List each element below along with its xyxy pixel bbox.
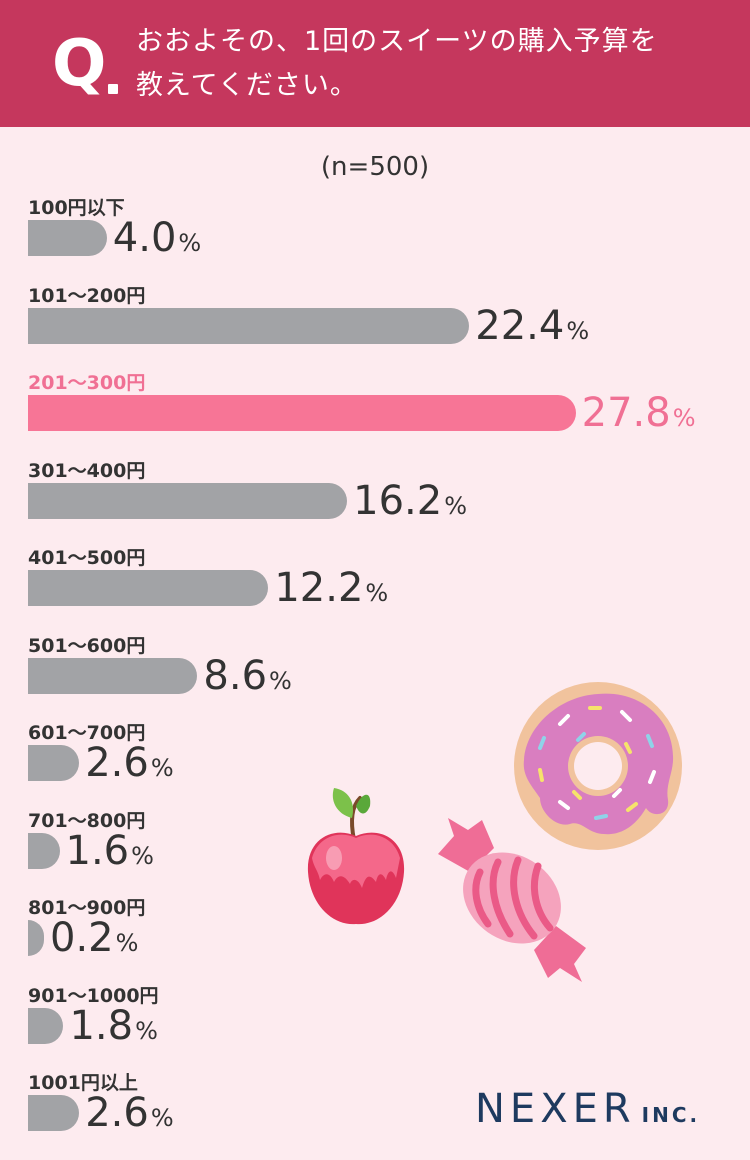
- value-number: 2.6: [85, 1090, 149, 1136]
- sample-size: (n=500): [320, 152, 430, 182]
- value-unit: %: [135, 1016, 158, 1045]
- value-unit: %: [131, 841, 154, 870]
- bar: [28, 395, 576, 431]
- value-unit: %: [150, 1104, 174, 1132]
- value-label: 16.2%: [353, 481, 467, 526]
- q-letter: Q: [52, 27, 107, 101]
- value-number: 27.8: [581, 390, 671, 436]
- value-label: 12.2%: [274, 568, 388, 613]
- value-label: 2.6%: [85, 1093, 173, 1138]
- value-label: 4.0%: [113, 218, 201, 263]
- bar: [28, 307, 470, 344]
- category-label: 701〜800円: [28, 809, 146, 832]
- bar: [28, 920, 44, 956]
- value-unit: %: [566, 316, 590, 345]
- bar: [28, 1007, 64, 1044]
- question-header: Q おおよその、1回のスイーツの購入予算を 教えてください。: [0, 0, 750, 127]
- bar: [28, 745, 80, 781]
- category-label: 100円以下: [28, 197, 125, 219]
- value-label: 27.8%: [582, 393, 696, 438]
- value-unit: %: [178, 229, 202, 257]
- value-number: 8.6: [203, 652, 268, 699]
- value-number: 1.8: [69, 1002, 134, 1049]
- value-label: 0.2%: [50, 918, 138, 963]
- value-label: 2.6%: [85, 743, 173, 788]
- category-label: 1001円以上: [28, 1072, 138, 1094]
- value-label: 22.4%: [475, 306, 589, 351]
- category-label: 301〜400円: [28, 459, 146, 482]
- category-label: 901〜1000円: [28, 984, 159, 1007]
- value-unit: %: [365, 579, 389, 607]
- value-unit: %: [269, 666, 292, 695]
- value-label: 1.8%: [69, 1006, 157, 1051]
- bar: [28, 1095, 80, 1131]
- bar: [28, 482, 348, 519]
- nexer-logo: NEXER INC.: [475, 1086, 700, 1132]
- value-unit: %: [115, 929, 139, 957]
- donut-icon: [514, 682, 682, 850]
- category-label: 501〜600円: [28, 634, 146, 657]
- bar: [28, 657, 198, 694]
- value-unit: %: [672, 404, 696, 432]
- logo-main: NEXER: [475, 1086, 636, 1132]
- value-number: 22.4: [475, 302, 565, 349]
- bar: [28, 832, 60, 869]
- q-dot: [108, 84, 118, 94]
- bar: [28, 220, 107, 256]
- value-number: 16.2: [353, 477, 443, 524]
- category-label: 201〜300円: [28, 372, 146, 394]
- value-number: 4.0: [112, 215, 177, 261]
- category-label: 101〜200円: [28, 284, 146, 307]
- logo-suffix: INC.: [641, 1103, 701, 1127]
- category-label: 401〜500円: [28, 547, 146, 569]
- question-line-1: おおよその、1回のスイーツの購入予算を: [136, 26, 658, 57]
- value-unit: %: [444, 491, 467, 520]
- question-line-2: 教えてください。: [136, 70, 358, 101]
- category-label: 601〜700円: [28, 722, 146, 744]
- bar: [28, 570, 269, 606]
- candy-icon: [438, 818, 586, 982]
- value-label: 1.6%: [66, 831, 154, 876]
- value-number: 2.6: [85, 740, 149, 786]
- value-unit: %: [150, 754, 174, 782]
- value-number: 1.6: [65, 827, 130, 874]
- value-number: 12.2: [274, 565, 364, 611]
- apple-icon: [307, 788, 405, 925]
- value-label: 8.6%: [203, 656, 291, 701]
- category-label: 801〜900円: [28, 897, 146, 919]
- value-number: 0.2: [50, 915, 114, 961]
